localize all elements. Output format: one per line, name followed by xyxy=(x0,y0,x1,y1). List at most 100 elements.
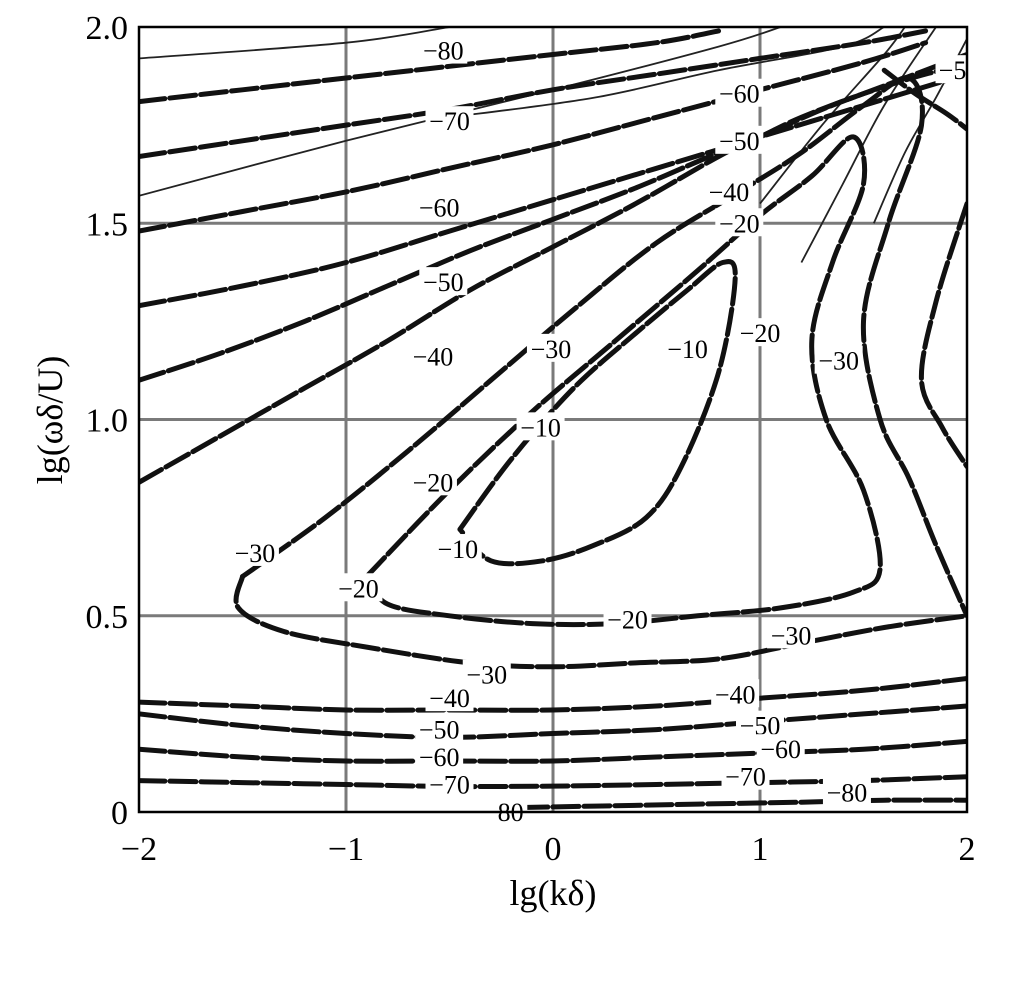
contour-label: −50 xyxy=(715,125,764,156)
contour-label-text: −30 xyxy=(818,347,859,376)
contour-label-bg xyxy=(721,761,770,790)
contour-label-bg xyxy=(526,333,575,362)
contour-label: −30 xyxy=(462,659,511,690)
contour-label-text: −60 xyxy=(719,80,760,109)
contour-line xyxy=(918,201,967,470)
contour-label-bg xyxy=(408,467,457,496)
x-tick-label: −1 xyxy=(328,831,364,868)
contour-label-text: −70 xyxy=(725,763,766,792)
contour-line xyxy=(139,28,722,105)
contour-label-bg xyxy=(516,412,565,441)
contour-label-text: −80 xyxy=(827,778,868,807)
contour-label-bg xyxy=(663,333,712,362)
contour-lines xyxy=(139,28,967,811)
y-axis-title: lg(ωδ/U) xyxy=(30,356,70,485)
x-tick-label: −2 xyxy=(121,831,157,868)
contour-label: −70 xyxy=(721,761,770,792)
contour-label: −30 xyxy=(230,537,279,568)
contour-label: −20 xyxy=(408,467,457,497)
contour-label-text: −50 xyxy=(419,716,460,745)
contour-line xyxy=(881,67,967,132)
contour-label: −50 xyxy=(419,267,468,297)
contour-label-bg xyxy=(230,537,279,566)
contour-label-text: −60 xyxy=(419,194,460,223)
contour-line xyxy=(240,75,967,619)
contour-label-bg xyxy=(334,573,383,602)
contour-label-bg xyxy=(767,620,816,649)
y-tick-labels: 0 0.5 1.0 1.5 2.0 xyxy=(86,10,129,832)
contour-label-bg xyxy=(425,106,474,135)
y-tick-label: 1.0 xyxy=(86,403,129,440)
y-tick-label: 0 xyxy=(111,795,128,832)
contour-label-bg xyxy=(415,714,464,743)
contour-label: −70 xyxy=(425,769,474,800)
contour-line xyxy=(139,738,967,764)
contour-label: −60 xyxy=(756,734,805,764)
contour-label-text: −40 xyxy=(709,178,750,207)
contour-label-bg xyxy=(736,710,784,739)
contour-label: −60 xyxy=(715,78,764,109)
contour-label-bg xyxy=(711,679,760,708)
contour-label: −50 xyxy=(415,714,464,745)
contour-label: −70 xyxy=(425,106,474,136)
contour-line xyxy=(233,574,967,670)
contour-label: −30 xyxy=(526,333,575,364)
contour-line xyxy=(139,52,967,383)
contour-label-text: −80 xyxy=(423,37,464,66)
contour-label-text: −20 xyxy=(607,606,648,635)
contour-label-text: −10 xyxy=(437,535,478,564)
contour-label: −60 xyxy=(415,742,464,772)
contour-label-bg xyxy=(462,659,511,688)
contour-label-bg xyxy=(425,769,474,798)
contour-label-bg xyxy=(603,604,652,633)
y-tick-label: 2.0 xyxy=(86,10,129,47)
x-tick-label: 2 xyxy=(959,831,976,868)
contour-label-bg xyxy=(715,125,764,154)
x-tick-label: 1 xyxy=(752,831,769,868)
plot-frame xyxy=(137,25,969,814)
contour-label-text: −40 xyxy=(715,680,756,709)
contour-label: −80 xyxy=(822,777,871,807)
contour-label-bg xyxy=(433,534,482,563)
contour-label: −10 xyxy=(516,412,565,442)
contour-label-bg xyxy=(415,192,464,221)
contour-label-bg xyxy=(756,734,805,763)
contour-label-text: −30 xyxy=(531,335,572,364)
contour-label-text: −40 xyxy=(413,343,454,372)
contour-label-bg xyxy=(419,35,468,64)
contour-label-bg xyxy=(415,742,464,771)
contour-label-bg xyxy=(408,341,457,370)
contour-line xyxy=(139,28,929,159)
thin-contour-line xyxy=(139,27,450,60)
contour-label: −20 xyxy=(715,208,764,238)
x-tick-label: 0 xyxy=(545,831,562,868)
contour-label-bg xyxy=(419,267,468,296)
contour-label-bg xyxy=(935,55,970,84)
contour-label-text: −50 xyxy=(423,268,464,297)
contour-label-text: −10 xyxy=(667,335,708,364)
contour-line xyxy=(139,40,929,234)
contour-label: −10 xyxy=(433,534,482,564)
contour-label-bg xyxy=(704,176,753,205)
contour-label-bg xyxy=(736,318,784,347)
contour-label-text: −20 xyxy=(338,574,379,603)
contour-label: −30 xyxy=(814,345,863,376)
contour-line xyxy=(139,676,967,713)
contour-label-text: −10 xyxy=(520,413,561,442)
contour-label: −40 xyxy=(704,176,753,207)
contour-line xyxy=(139,71,967,309)
contour-label-text: −20 xyxy=(413,468,454,497)
contour-label-text: −60 xyxy=(419,743,460,772)
x-tick-labels: −2 −1 0 1 2 xyxy=(121,831,976,868)
contour-label: −40 xyxy=(408,341,457,372)
contour-line xyxy=(139,703,967,740)
contour-label: −80 xyxy=(419,35,468,66)
contour-line xyxy=(488,797,967,811)
contour-label-text: −30 xyxy=(235,539,276,568)
contour-label-text: −70 xyxy=(429,771,470,800)
y-tick-label: 0.5 xyxy=(86,599,129,636)
contour-label-text: −60 xyxy=(760,735,801,764)
contour-label-text: −20 xyxy=(740,319,781,348)
contour-label-bg xyxy=(715,208,764,237)
